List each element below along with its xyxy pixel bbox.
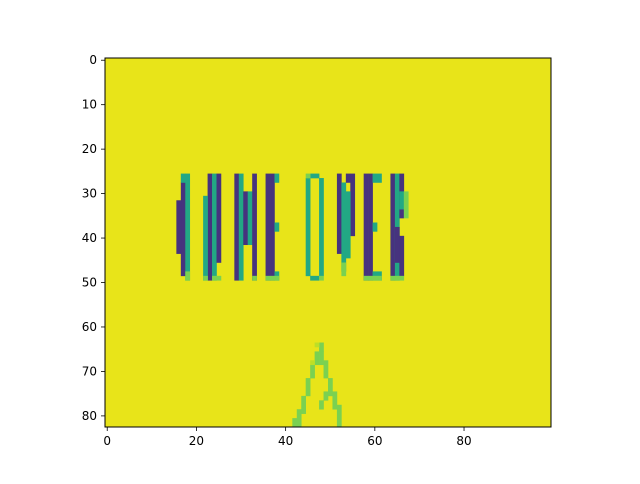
letter-g bbox=[180, 182, 186, 277]
letter-e2 bbox=[372, 222, 378, 232]
x-axis: 0 20 40 60 80 bbox=[103, 427, 472, 448]
x-tick-label: 20 bbox=[189, 434, 204, 448]
letter-v bbox=[345, 191, 351, 259]
letter-o bbox=[305, 173, 311, 179]
letter-m bbox=[252, 173, 257, 281]
sprite-pixel bbox=[314, 351, 320, 366]
sprite-pixel bbox=[314, 342, 320, 348]
letter-v bbox=[350, 173, 356, 237]
letter-v bbox=[345, 173, 351, 183]
y-tick-label: 50 bbox=[82, 276, 97, 290]
letter-a bbox=[203, 195, 208, 281]
letter-e bbox=[274, 222, 280, 232]
sprite-pixel bbox=[292, 418, 298, 428]
letter-r bbox=[390, 275, 405, 281]
letter-r bbox=[403, 191, 409, 219]
letter-o bbox=[319, 275, 324, 281]
letter-m bbox=[247, 191, 253, 246]
letter-e2 bbox=[368, 173, 373, 281]
letter-r bbox=[399, 191, 405, 210]
letter-m bbox=[238, 173, 244, 281]
y-axis: 0 10 20 30 40 50 60 70 80 bbox=[82, 53, 105, 423]
letter-e2 bbox=[372, 173, 382, 183]
letter-e2 bbox=[363, 275, 382, 281]
sprite-pixel bbox=[319, 342, 324, 352]
letter-o bbox=[310, 275, 320, 281]
letter-g bbox=[180, 173, 186, 183]
letter-m bbox=[243, 191, 249, 246]
letter-g bbox=[185, 271, 191, 281]
sprite-pixel bbox=[319, 400, 324, 410]
letter-a bbox=[203, 275, 208, 281]
letter-g bbox=[185, 173, 191, 281]
y-tick-label: 70 bbox=[82, 364, 97, 378]
sprite-pixel bbox=[310, 360, 315, 366]
y-tick-label: 30 bbox=[82, 187, 97, 201]
y-tick-label: 10 bbox=[82, 98, 97, 112]
letter-m bbox=[252, 275, 257, 281]
letter-e bbox=[265, 275, 280, 281]
letter-e2 bbox=[363, 173, 369, 281]
sprite-pixel bbox=[310, 364, 315, 379]
sprite-pixel bbox=[328, 378, 333, 397]
letter-r bbox=[390, 173, 396, 281]
letter-r bbox=[394, 226, 400, 263]
y-tick-label: 40 bbox=[82, 231, 97, 245]
game-frame-image bbox=[105, 58, 551, 428]
x-tick-label: 60 bbox=[367, 434, 382, 448]
sprite-pixel bbox=[323, 391, 329, 401]
letter-o bbox=[310, 173, 320, 179]
y-tick-label: 80 bbox=[82, 409, 97, 423]
letter-o bbox=[319, 178, 324, 277]
letter-a bbox=[207, 173, 213, 281]
letter-g bbox=[176, 200, 182, 254]
letter-a bbox=[212, 173, 217, 281]
x-tick-label: 40 bbox=[278, 434, 293, 448]
letter-e bbox=[274, 173, 280, 183]
y-tick-label: 0 bbox=[89, 53, 97, 67]
sprite-pixel bbox=[332, 391, 338, 410]
sprite-pixel bbox=[319, 351, 324, 366]
letter-m bbox=[234, 173, 240, 281]
sprite-pixel bbox=[305, 378, 311, 397]
sprite-pixel bbox=[323, 360, 329, 379]
letter-v bbox=[341, 182, 347, 272]
sprite-pixel bbox=[301, 395, 306, 414]
x-tick-label: 0 bbox=[103, 434, 111, 448]
letter-e bbox=[270, 173, 275, 281]
x-tick-label: 80 bbox=[456, 434, 471, 448]
sprite-pixel bbox=[296, 409, 302, 428]
letter-a bbox=[212, 275, 222, 281]
y-tick-label: 60 bbox=[82, 320, 97, 334]
letter-v bbox=[336, 173, 342, 254]
letter-a bbox=[216, 173, 222, 263]
letter-r bbox=[399, 235, 405, 277]
letter-v bbox=[341, 262, 347, 277]
letter-e bbox=[265, 173, 271, 281]
sprite-pixel bbox=[336, 404, 342, 428]
axes-frame bbox=[104, 57, 552, 428]
y-tick-label: 20 bbox=[82, 142, 97, 156]
letter-o bbox=[305, 178, 311, 277]
